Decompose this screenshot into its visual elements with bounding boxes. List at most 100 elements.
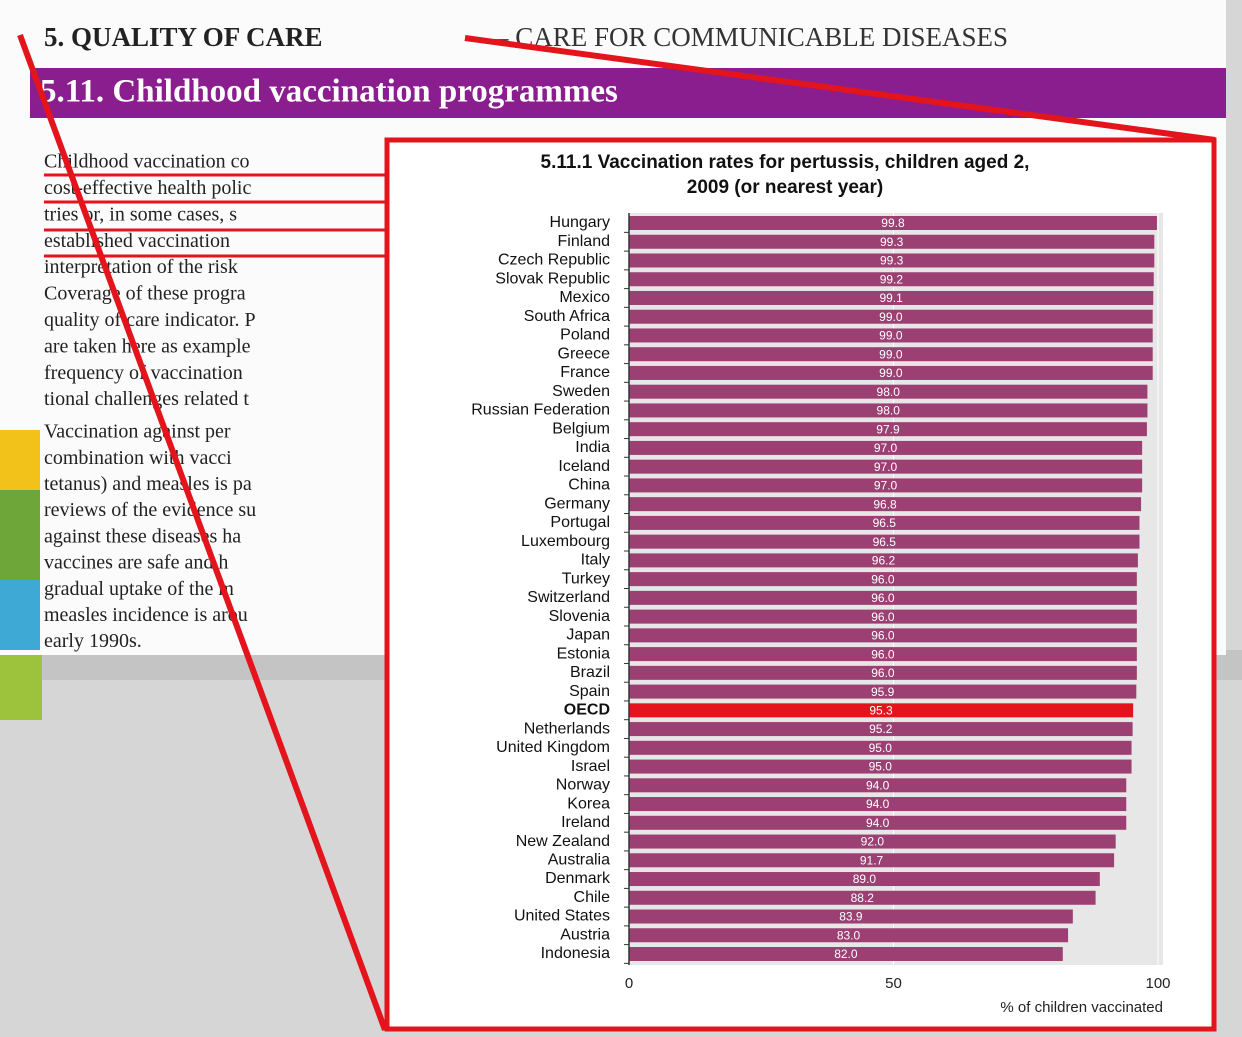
bar [629,722,1133,737]
bar [629,815,1127,830]
value-label: 96.0 [871,572,895,586]
y-tick-label: Iceland [558,458,610,475]
bar [629,440,1143,455]
bar [629,515,1140,530]
value-label: 97.0 [874,441,898,455]
y-tick-label: United Kingdom [496,739,610,756]
y-tick-label: Belgium [552,420,610,437]
bar [629,272,1154,287]
value-label: 95.3 [869,704,893,718]
value-label: 96.8 [873,497,897,511]
value-label: 99.3 [880,254,904,268]
y-tick-label: India [575,439,610,456]
bar [629,553,1138,568]
paragraph-line: early 1990s. [44,630,142,652]
y-tick-label: Australia [548,852,610,869]
banner [30,68,1226,118]
bar [629,928,1069,943]
bar [629,665,1137,680]
bar [629,759,1132,774]
bar [629,534,1140,549]
bar [629,253,1155,268]
bar [629,234,1155,249]
paragraph-line: tional challenges related t [44,388,249,410]
value-label: 99.3 [880,235,904,249]
value-label: 99.0 [879,347,903,361]
value-label: 99.1 [879,291,903,305]
bar [629,778,1127,793]
bar [629,328,1153,343]
bar [629,590,1137,605]
deco-block [0,655,42,720]
bar [629,572,1137,587]
value-label: 91.7 [860,853,884,867]
value-label: 94.0 [866,797,890,811]
paragraph-line: measles incidence is arou [44,604,248,626]
chart-subtitle: 2009 (or nearest year) [687,177,883,198]
bar [629,609,1137,624]
bar [629,309,1153,324]
bar [629,478,1143,493]
value-label: 97.0 [874,479,898,493]
value-label: 96.0 [871,610,895,624]
y-tick-label: Switzerland [527,589,610,606]
bar [629,347,1153,362]
bar [629,384,1148,399]
y-tick-label: New Zealand [516,833,610,850]
value-label: 94.0 [866,816,890,830]
y-tick-label: Chile [574,889,611,906]
value-label: 82.0 [834,947,858,961]
y-tick-label: Mexico [559,289,610,306]
value-label: 99.0 [879,310,903,324]
value-label: 83.9 [839,910,863,924]
y-tick-label: Denmark [545,870,611,887]
y-tick-label: France [560,364,610,381]
bar [629,684,1137,699]
bar [629,365,1153,380]
value-label: 92.0 [861,835,885,849]
y-tick-label: Greece [558,345,611,362]
y-tick-label: Spain [569,683,610,700]
deco-block [0,490,40,580]
banner-title: 5.11. Childhood vaccination programmes [40,74,618,110]
y-tick-label: Estonia [557,645,610,662]
paragraph-line: against these diseases ha [44,525,241,547]
value-label: 96.0 [871,647,895,661]
value-label: 88.2 [851,891,875,905]
value-label: 99.2 [880,272,904,286]
bar [629,403,1148,418]
y-tick-label: Slovenia [549,608,610,625]
bar [629,422,1147,437]
x-tick-label: 50 [885,975,902,992]
value-label: 95.2 [869,722,893,736]
bar [629,797,1127,812]
paragraph-line: are taken here as example [44,335,251,357]
bar [629,290,1154,305]
paragraph-line: vaccines are safe and h [44,552,228,574]
paragraph-line: cost-effective health polic [44,177,251,199]
value-label: 96.5 [873,516,897,530]
value-label: 97.9 [876,422,900,436]
value-label: 95.0 [869,741,893,755]
y-tick-label: China [568,477,610,494]
value-label: 96.0 [871,666,895,680]
bar [629,834,1116,849]
y-tick-label: Austria [560,926,610,943]
bar [629,628,1137,643]
bar [629,853,1115,868]
paragraph-line: reviews of the evidence su [44,499,256,521]
y-tick-label: Japan [566,627,610,644]
y-tick-label: Italy [581,552,610,569]
bar [629,647,1137,662]
paragraph-line: established vaccination [44,230,230,252]
value-label: 95.0 [869,760,893,774]
value-label: 98.0 [877,385,901,399]
value-label: 96.0 [871,591,895,605]
y-tick-label: United States [514,908,610,925]
value-label: 99.0 [879,329,903,343]
y-tick-label: Finland [558,233,610,250]
bar [629,497,1142,512]
y-tick-label: Portugal [550,514,610,531]
value-label: 97.0 [874,460,898,474]
